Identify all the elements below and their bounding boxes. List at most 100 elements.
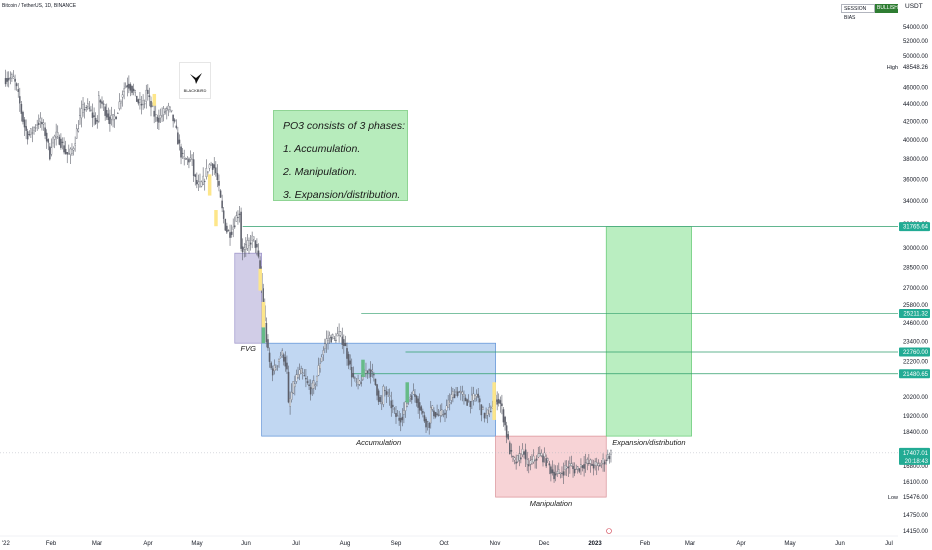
candle-body: [592, 464, 595, 469]
candle-body: [399, 418, 402, 423]
candle-body: [373, 374, 375, 376]
candle-body: [586, 459, 589, 464]
candle-body: [431, 405, 434, 410]
candle-body: [56, 132, 59, 137]
price-tick-label: 28500.00: [903, 265, 929, 271]
last-price-label: 17407.01: [903, 451, 929, 457]
time-tick-label: Jun: [241, 541, 251, 547]
candle-body: [79, 115, 81, 125]
candle-body: [210, 163, 212, 166]
candle-body: [110, 115, 113, 120]
candle-body: [137, 99, 140, 104]
price-tick-label: 40000.00: [903, 138, 929, 144]
candle-body: [120, 101, 122, 104]
fvg-label: FVG: [240, 344, 256, 353]
candle-body: [31, 132, 34, 134]
candle-body: [192, 159, 195, 176]
candle-body: [554, 473, 557, 476]
price-tick-label: 42000.00: [903, 120, 929, 126]
candle-body: [403, 410, 405, 415]
candle-body: [256, 243, 258, 248]
candle-body: [71, 149, 73, 154]
candle-body: [382, 386, 385, 405]
candle-body: [561, 472, 563, 474]
candle-body: [558, 469, 560, 475]
candle-body: [535, 458, 538, 461]
candle-body: [292, 381, 295, 394]
candle-body: [115, 117, 118, 119]
candle-body: [573, 469, 576, 474]
price-level-badge-label: 22760.00: [903, 350, 929, 356]
price-tick-label: 14150.00: [903, 529, 929, 535]
time-tick-label: May: [784, 541, 795, 547]
candle-body: [581, 465, 584, 468]
candle-body: [252, 236, 255, 240]
candle-body: [298, 369, 301, 375]
candle-body: [134, 90, 136, 93]
candle-body: [464, 397, 467, 402]
price-tick-label: 38000.00: [903, 157, 929, 163]
candle-body: [158, 117, 160, 123]
candle-body: [183, 156, 185, 159]
candle-body: [507, 434, 510, 440]
session-bias-badge[interactable]: SESSION BIAS: [841, 4, 875, 21]
candle-body: [216, 172, 219, 181]
candle-body: [510, 450, 513, 452]
candle-body: [229, 232, 231, 238]
candle-body: [477, 393, 479, 398]
note-item: 1. Accumulation.: [283, 143, 361, 155]
candle-body: [50, 147, 53, 155]
candle-body: [237, 217, 239, 219]
candle-body: [580, 464, 582, 468]
candle-body: [418, 402, 421, 411]
blackbird-logo: BLACKBIRD: [179, 62, 211, 99]
candle-body: [546, 458, 549, 461]
candle-body: [475, 394, 478, 397]
price-tick-label: 20200.00: [903, 395, 929, 401]
candle-body: [607, 454, 609, 459]
candle-body: [191, 154, 193, 160]
bias-value-badge[interactable]: BULLISH: [875, 4, 898, 13]
candle-body: [567, 466, 570, 469]
candle-body: [471, 394, 473, 402]
high-marker-label: High: [887, 65, 898, 71]
price-level-badge: [899, 309, 930, 319]
candle-body: [12, 76, 15, 79]
candle-body: [486, 409, 489, 416]
imbalance-mark: [152, 93, 157, 106]
candle-body: [319, 363, 321, 369]
candle-body: [553, 471, 555, 480]
candle-body: [357, 378, 359, 385]
candle-body: [366, 370, 369, 374]
candle-body: [289, 398, 291, 407]
candle-body: [482, 407, 484, 410]
fvg-zone: [234, 252, 262, 344]
note-title: PO3 consists of 3 phases:: [283, 120, 405, 132]
candle-body: [75, 128, 78, 139]
candle-body: [599, 465, 601, 467]
candle-body: [441, 409, 443, 416]
candle-body: [257, 250, 260, 257]
candle-body: [61, 141, 64, 143]
candle-body: [371, 369, 374, 372]
candle-body: [542, 455, 544, 463]
candle-body: [118, 101, 121, 109]
currency-label[interactable]: USDT: [905, 3, 923, 10]
candle-body: [409, 396, 412, 399]
bird-icon: [190, 73, 202, 84]
candle-body: [436, 413, 438, 415]
candle-body: [208, 164, 211, 169]
candle-body: [396, 415, 399, 417]
candle-body: [309, 387, 312, 395]
candle-body: [129, 84, 132, 91]
candle-body: [248, 240, 250, 246]
candle-body: [428, 422, 430, 428]
time-tick-label: Aug: [340, 541, 351, 547]
candle-body: [589, 459, 592, 464]
time-tick-label: Jun: [835, 541, 845, 547]
candle-body: [320, 356, 323, 362]
candle-body: [393, 408, 396, 410]
price-tick-label: 16100.00: [903, 480, 929, 486]
candle-body: [22, 111, 24, 122]
